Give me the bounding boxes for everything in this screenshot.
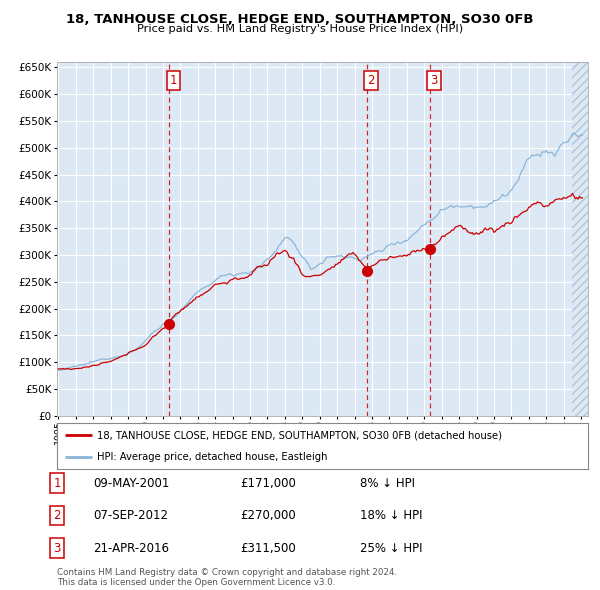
Text: Contains HM Land Registry data © Crown copyright and database right 2024.: Contains HM Land Registry data © Crown c…	[57, 568, 397, 577]
Text: 2: 2	[53, 509, 61, 522]
Text: 18, TANHOUSE CLOSE, HEDGE END, SOUTHAMPTON, SO30 0FB (detached house): 18, TANHOUSE CLOSE, HEDGE END, SOUTHAMPT…	[97, 431, 502, 441]
Text: 3: 3	[430, 74, 437, 87]
Text: 09-MAY-2001: 09-MAY-2001	[93, 477, 169, 490]
Text: £311,500: £311,500	[240, 542, 296, 555]
Text: Price paid vs. HM Land Registry's House Price Index (HPI): Price paid vs. HM Land Registry's House …	[137, 24, 463, 34]
Text: 1: 1	[53, 477, 61, 490]
Text: This data is licensed under the Open Government Licence v3.0.: This data is licensed under the Open Gov…	[57, 578, 335, 587]
Text: 25% ↓ HPI: 25% ↓ HPI	[360, 542, 422, 555]
Text: 21-APR-2016: 21-APR-2016	[93, 542, 169, 555]
Text: 1: 1	[170, 74, 177, 87]
Text: 07-SEP-2012: 07-SEP-2012	[93, 509, 168, 522]
Text: £270,000: £270,000	[240, 509, 296, 522]
Text: 2: 2	[367, 74, 374, 87]
Text: 18% ↓ HPI: 18% ↓ HPI	[360, 509, 422, 522]
Text: HPI: Average price, detached house, Eastleigh: HPI: Average price, detached house, East…	[97, 451, 328, 461]
Text: 8% ↓ HPI: 8% ↓ HPI	[360, 477, 415, 490]
Text: 18, TANHOUSE CLOSE, HEDGE END, SOUTHAMPTON, SO30 0FB: 18, TANHOUSE CLOSE, HEDGE END, SOUTHAMPT…	[66, 13, 534, 26]
Text: £171,000: £171,000	[240, 477, 296, 490]
Text: 3: 3	[53, 542, 61, 555]
